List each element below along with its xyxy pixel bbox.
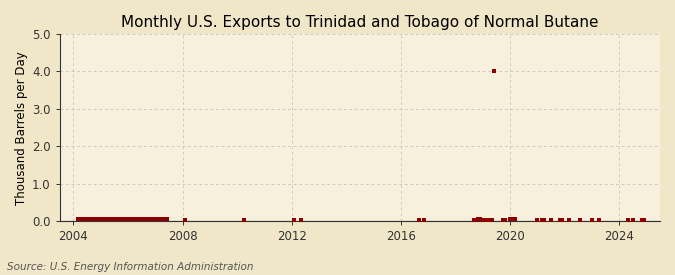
Point — [180, 218, 190, 222]
Point — [479, 218, 490, 222]
Title: Monthly U.S. Exports to Trinidad and Tobago of Normal Butane: Monthly U.S. Exports to Trinidad and Tob… — [121, 15, 599, 30]
Point — [637, 218, 647, 222]
Point — [575, 218, 586, 222]
Point — [136, 217, 147, 221]
Point — [161, 217, 172, 221]
Point — [487, 218, 497, 222]
Point — [414, 218, 425, 222]
Point — [123, 217, 134, 221]
Point — [159, 217, 170, 221]
Point — [86, 217, 97, 221]
Point — [623, 218, 634, 222]
Point — [145, 217, 156, 221]
Point — [102, 217, 113, 221]
Point — [82, 217, 92, 221]
Point — [489, 69, 500, 74]
Point — [296, 218, 306, 222]
Point — [91, 217, 102, 221]
Point — [77, 217, 88, 221]
Point — [539, 218, 549, 222]
Point — [477, 218, 488, 222]
Y-axis label: Thousand Barrels per Day: Thousand Barrels per Day — [15, 51, 28, 205]
Point — [564, 218, 574, 222]
Point — [238, 218, 249, 222]
Point — [587, 218, 597, 222]
Point — [120, 217, 131, 221]
Point — [130, 217, 140, 221]
Point — [289, 218, 300, 222]
Point — [141, 217, 152, 221]
Point — [107, 217, 117, 221]
Point — [537, 218, 547, 222]
Point — [148, 217, 159, 221]
Point — [109, 217, 119, 221]
Point — [150, 217, 161, 221]
Point — [118, 217, 129, 221]
Point — [475, 217, 486, 221]
Point — [138, 217, 149, 221]
Point — [482, 218, 493, 222]
Point — [116, 217, 127, 221]
Point — [545, 218, 556, 222]
Point — [557, 218, 568, 222]
Point — [113, 217, 124, 221]
Point — [84, 217, 95, 221]
Point — [484, 218, 495, 222]
Point — [509, 217, 520, 221]
Point — [88, 217, 99, 221]
Point — [470, 218, 481, 222]
Point — [468, 218, 479, 222]
Point — [593, 218, 604, 222]
Point — [75, 217, 86, 221]
Point — [532, 218, 543, 222]
Point — [80, 217, 90, 221]
Point — [93, 217, 104, 221]
Point — [555, 218, 566, 222]
Point — [100, 217, 111, 221]
Point — [132, 217, 142, 221]
Point — [125, 217, 136, 221]
Point — [143, 217, 154, 221]
Point — [639, 218, 649, 222]
Point — [152, 217, 163, 221]
Point — [95, 217, 106, 221]
Point — [127, 217, 138, 221]
Point — [98, 217, 109, 221]
Point — [157, 217, 167, 221]
Point — [105, 217, 115, 221]
Point — [472, 217, 483, 221]
Point — [497, 218, 508, 222]
Point — [504, 217, 515, 221]
Point — [627, 218, 638, 222]
Point — [111, 217, 122, 221]
Point — [418, 218, 429, 222]
Point — [500, 218, 511, 222]
Text: Source: U.S. Energy Information Administration: Source: U.S. Energy Information Administ… — [7, 262, 253, 272]
Point — [507, 217, 518, 221]
Point — [73, 217, 84, 221]
Point — [134, 217, 145, 221]
Point — [155, 217, 165, 221]
